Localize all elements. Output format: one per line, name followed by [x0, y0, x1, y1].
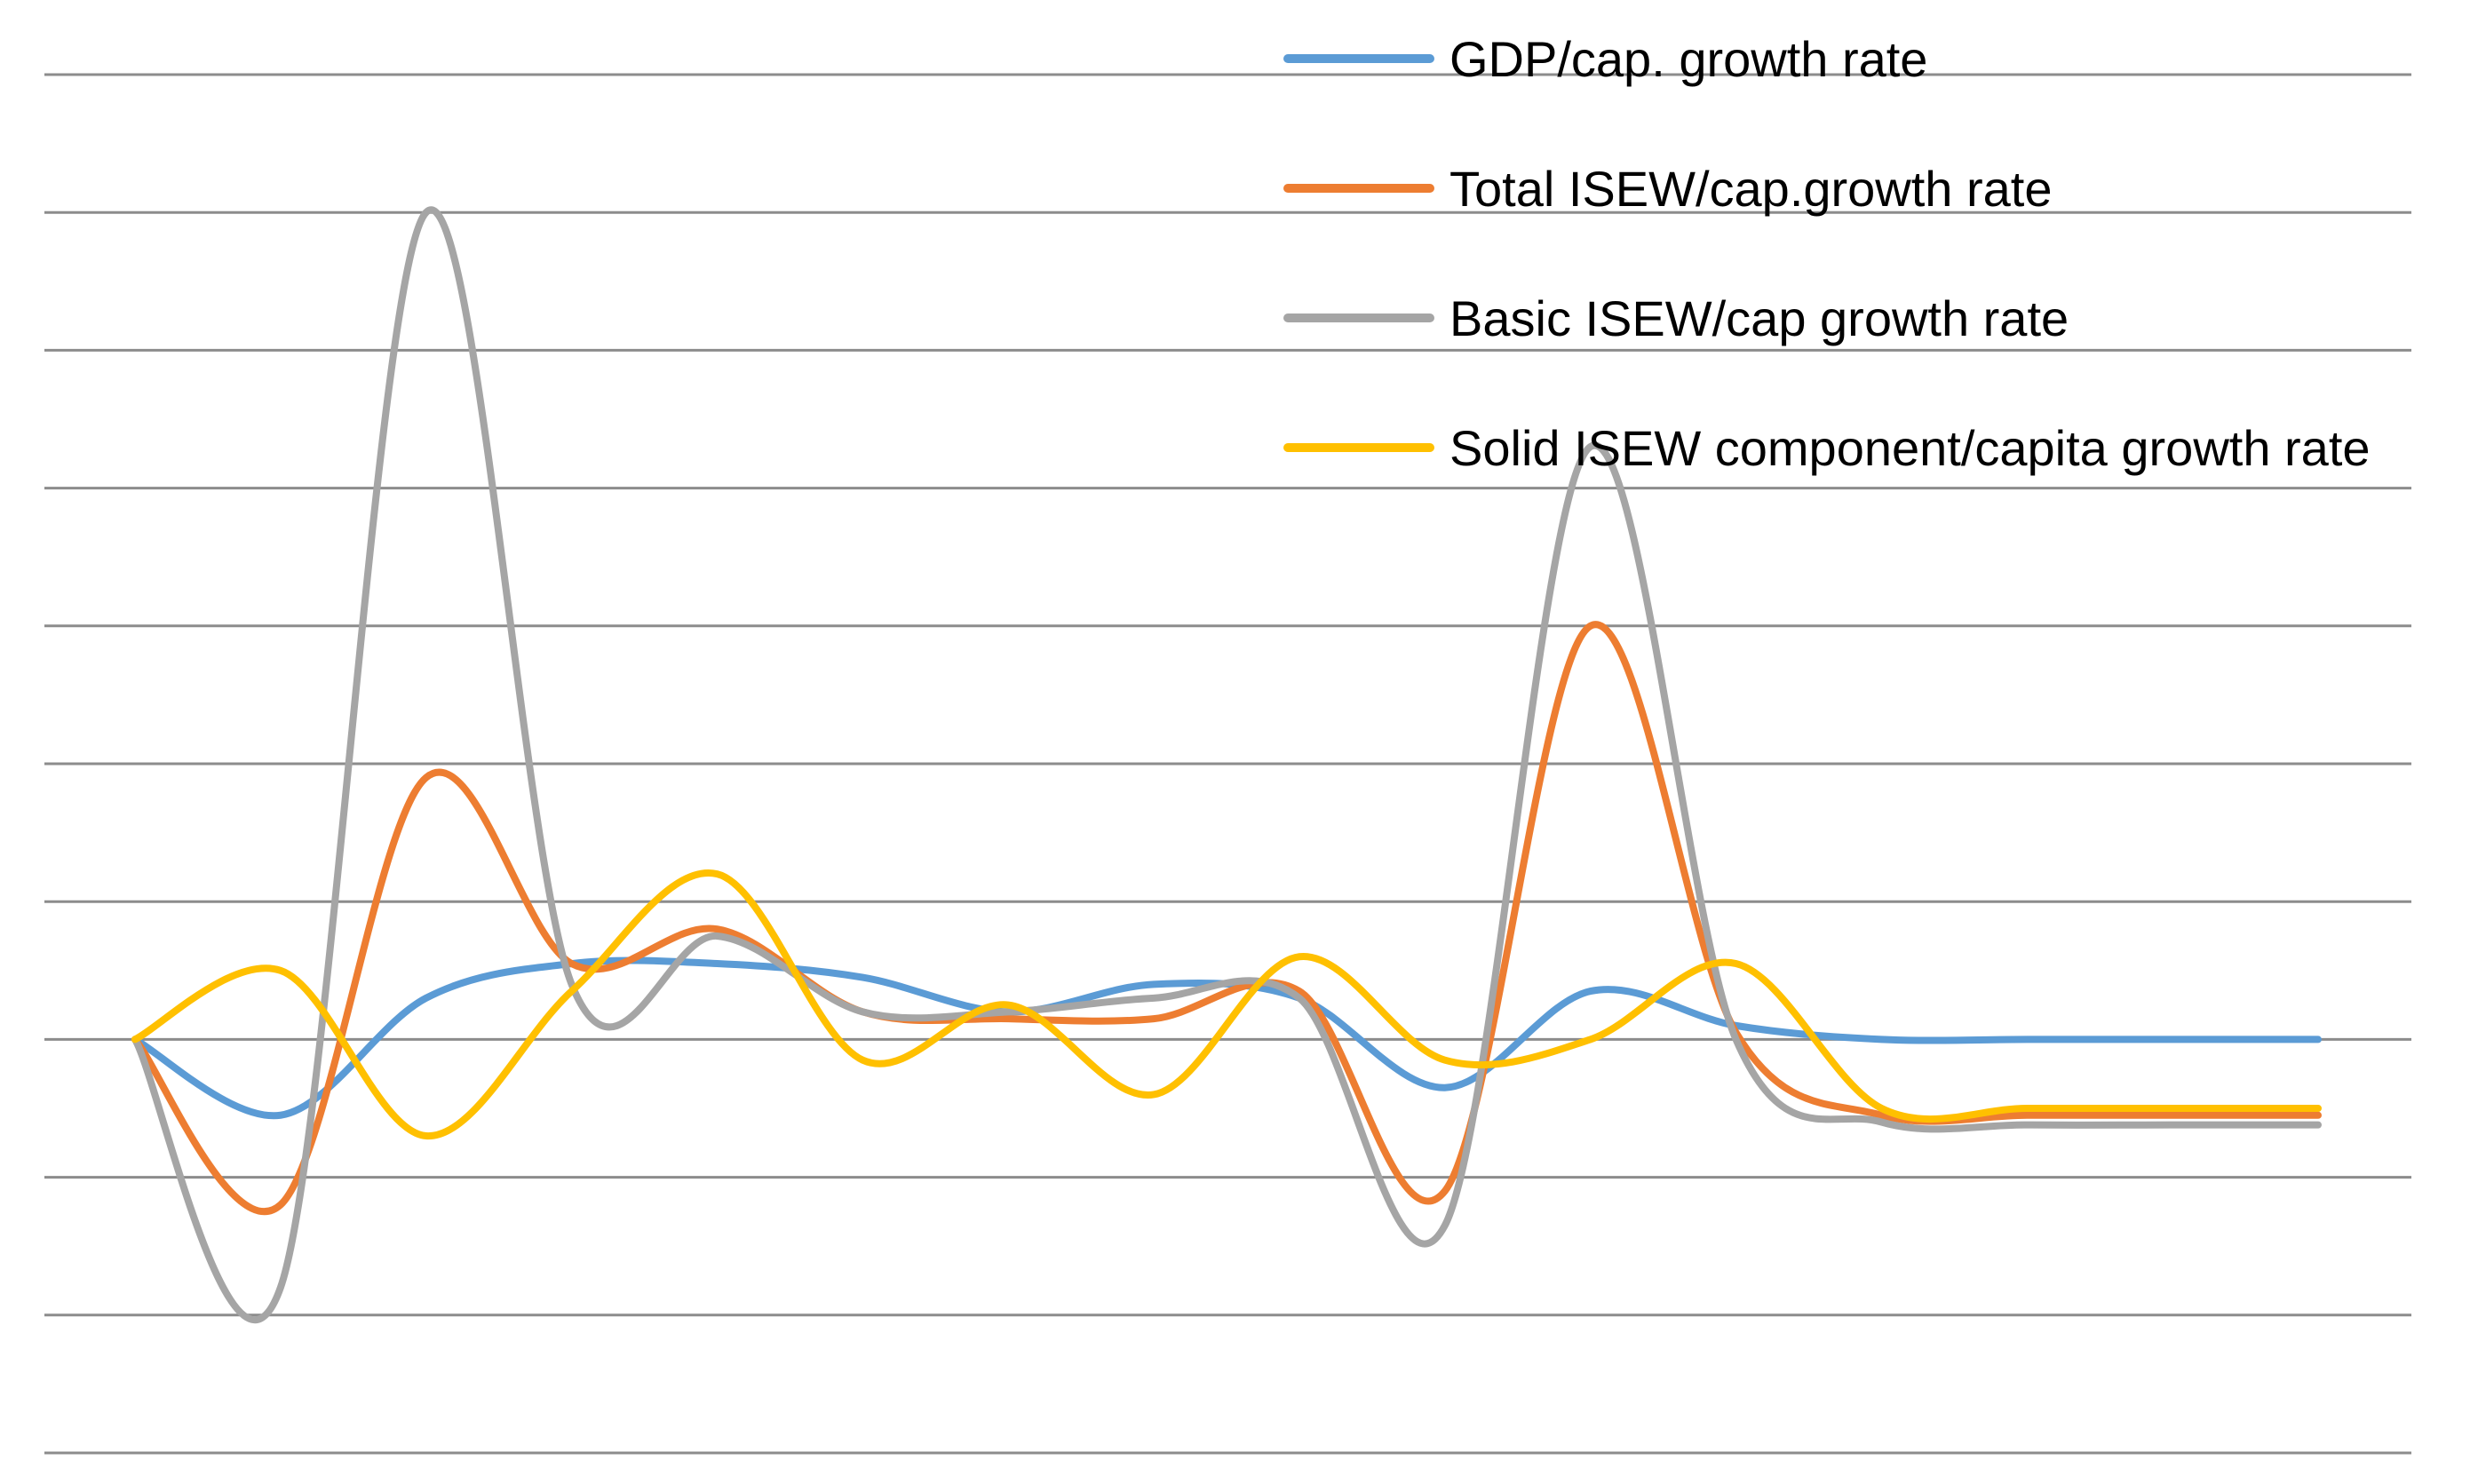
- legend-label: GDP/cap. growth rate: [1449, 31, 1927, 87]
- legend-entry-total-isew: Total ISEW/cap.growth rate: [1283, 161, 2053, 217]
- legend-label: Solid ISEW component/capita growth rate: [1449, 420, 2371, 476]
- series-line-basic-isew: [131, 206, 2322, 1324]
- legend-entry-basic-isew: Basic ISEW/cap growth rate: [1283, 290, 2069, 346]
- legend-label: Total ISEW/cap.growth rate: [1449, 161, 2053, 217]
- legend-entry-gdp: GDP/cap. growth rate: [1283, 31, 1927, 87]
- legend-entry-solid-isew: Solid ISEW component/capita growth rate: [1283, 420, 2371, 476]
- series-lines: [131, 206, 2322, 1324]
- series-line-solid-isew: [131, 869, 2322, 1140]
- legend-label: Basic ISEW/cap growth rate: [1449, 290, 2069, 346]
- legend: GDP/cap. growth rate Total ISEW/cap.growt…: [1283, 31, 2371, 476]
- gridlines: [44, 73, 2411, 1455]
